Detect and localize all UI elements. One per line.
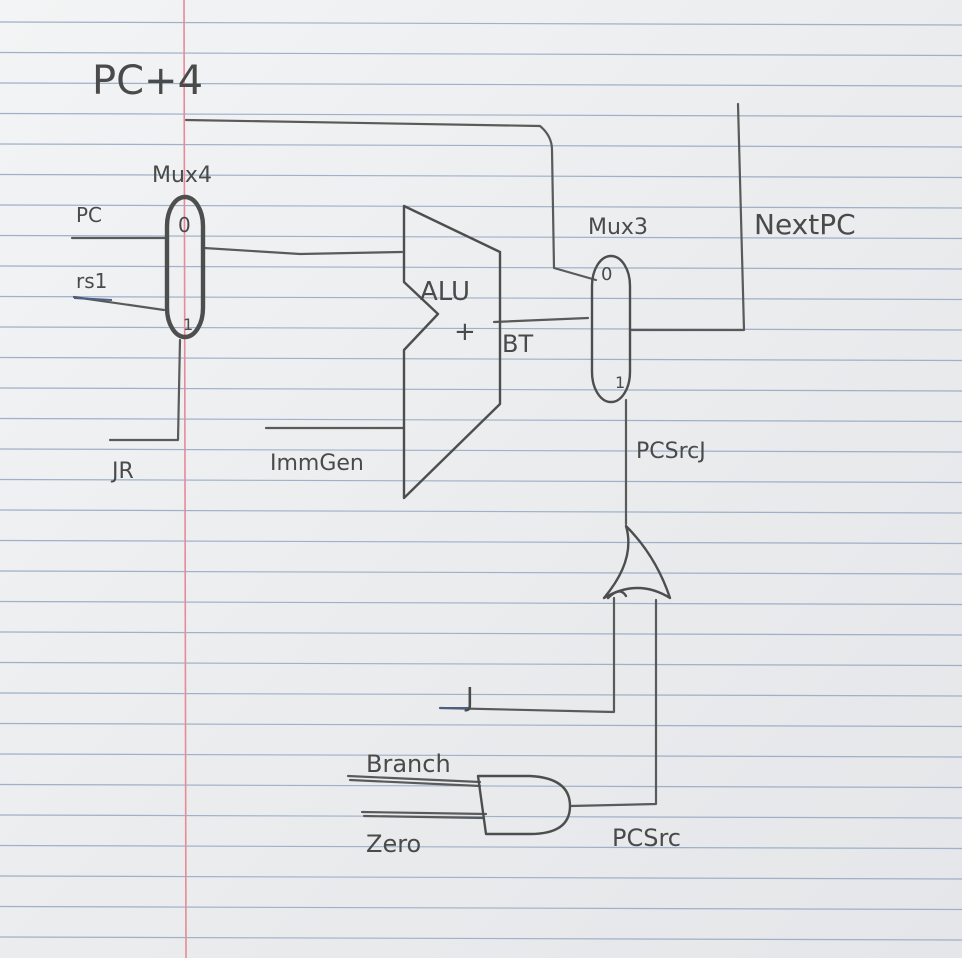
mux3-input0-label: 0 [601, 264, 612, 285]
bt-wire [492, 316, 590, 324]
mux4-input0-label: 0 [178, 213, 191, 237]
mux4-label: Mux4 [152, 163, 212, 188]
ruled-line [0, 753, 962, 758]
ruled-line [0, 448, 962, 453]
ruled-line [0, 570, 962, 575]
alu-shape [402, 204, 502, 500]
ruled-line [0, 600, 962, 606]
ruled-line [0, 51, 962, 57]
ruled-line [0, 814, 962, 819]
ruled-line [0, 265, 962, 270]
nextpc-label: NextPC [754, 208, 856, 241]
branch-label: Branch [366, 750, 451, 778]
pcsrc-label: PCSrc [612, 824, 681, 852]
ruled-line [0, 509, 962, 514]
ruled-line [0, 295, 962, 301]
j-label: J [464, 683, 474, 713]
mux4-input1-label: 1 [183, 315, 193, 334]
ruled-line [0, 21, 962, 26]
ruled-line [0, 661, 962, 667]
ruled-line [0, 234, 962, 240]
jr-label: JR [110, 459, 134, 484]
zero-wire [360, 810, 488, 816]
pcsrc-wire [568, 598, 658, 808]
ruled-lines [0, 21, 962, 941]
ruled-line [0, 356, 962, 362]
ruled-line [0, 417, 962, 423]
ruled-line [0, 173, 962, 179]
ruled-line [0, 844, 962, 850]
zero-label: Zero [366, 830, 421, 858]
rs1-label: rs1 [76, 269, 107, 293]
ruled-line [0, 631, 962, 636]
immgen-label: ImmGen [270, 451, 364, 476]
ruled-line [0, 875, 962, 880]
ruled-line [0, 112, 962, 118]
ruled-line [0, 539, 962, 545]
nextpc-wire [628, 102, 746, 332]
ruled-line [0, 722, 962, 728]
pc-label: PC [76, 203, 102, 227]
margin-line [183, 0, 187, 958]
ruled-line [0, 326, 962, 331]
pc-plus4-label: PC+4 [92, 58, 203, 104]
zero-wire-2 [362, 814, 486, 820]
ruled-line [0, 936, 962, 941]
mux4-shape [164, 194, 206, 340]
mux3-shape [590, 254, 632, 404]
branch-wire [346, 774, 482, 784]
or-gate-curve [606, 590, 628, 600]
ruled-line [0, 478, 962, 484]
alu-plus-label: + [454, 317, 476, 347]
rs1-underline [73, 297, 113, 301]
alu-label: ALU [420, 277, 470, 307]
mux3-input1-label: 1 [615, 373, 625, 392]
ruled-line [0, 82, 962, 87]
mux4-to-alu-wire [202, 246, 404, 256]
mux3-label: Mux3 [588, 215, 648, 240]
ruled-line [0, 387, 962, 392]
mux4-shape-inner [166, 196, 204, 338]
ruled-line [0, 143, 962, 148]
pcsrcj-label: PCSrcJ [636, 439, 706, 464]
and-gate-shape [476, 774, 572, 836]
ruled-line [0, 905, 962, 911]
or-gate-shape [602, 524, 672, 600]
branch-wire-2 [348, 778, 482, 788]
ruled-line [0, 204, 962, 209]
pc-plus4-wire [184, 118, 598, 282]
ruled-line [0, 692, 962, 697]
jr-select-wire [108, 338, 182, 442]
j-wire [438, 596, 616, 714]
bt-label: BT [502, 330, 533, 358]
wires [70, 102, 746, 820]
